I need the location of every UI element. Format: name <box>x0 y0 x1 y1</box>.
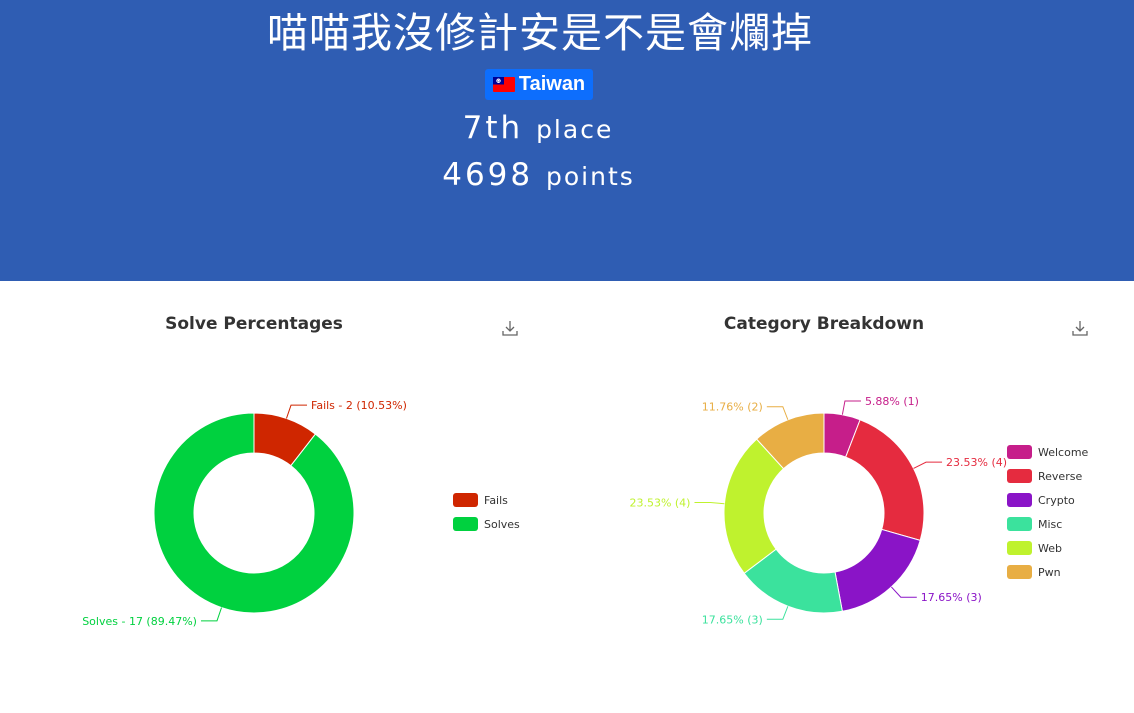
legend-label-solves[interactable]: Solves <box>484 518 520 531</box>
team-banner: 喵喵我沒修計安是不是會爛掉 Taiwan 7th place 4698 poin… <box>0 0 1134 281</box>
legend-swatch-solves[interactable] <box>453 517 478 531</box>
team-name: 喵喵我沒修計安是不是會爛掉 <box>267 9 813 57</box>
team-rank: 7th place <box>0 108 1076 150</box>
data-label-welcome: 5.88% (1) <box>865 395 919 408</box>
legend-swatch-reverse[interactable] <box>1007 469 1032 483</box>
label-leader-line <box>913 461 943 469</box>
data-label-reverse: 23.53% (4) <box>946 456 1007 469</box>
points-value: 4698 <box>442 157 534 193</box>
category-chart-title: Category Breakdown <box>723 314 925 334</box>
solve-chart-title: Solve Percentages <box>165 314 343 334</box>
legend-swatch-pwn[interactable] <box>1007 565 1032 579</box>
team-points: 4698 points <box>0 155 1077 197</box>
legend-label-web[interactable]: Web <box>1038 542 1062 555</box>
label-leader-line <box>285 404 308 419</box>
legend-swatch-misc[interactable] <box>1007 517 1032 531</box>
taiwan-flag-icon <box>492 77 515 92</box>
solve-percentages-chart: Fails - 2 (10.53%) Fails Solves - 17 (89.4… <box>82 399 520 628</box>
legend-swatch-fails[interactable] <box>453 493 478 507</box>
slice-crypto[interactable] <box>834 528 921 612</box>
download-icon[interactable] <box>1071 319 1089 337</box>
legend-label-crypto[interactable]: Crypto <box>1038 494 1075 507</box>
label-leader-line <box>766 406 789 420</box>
download-icon[interactable] <box>501 319 519 337</box>
legend-label-reverse[interactable]: Reverse <box>1038 470 1082 483</box>
legend-swatch-web[interactable] <box>1007 541 1032 555</box>
label-leader-line <box>200 607 223 622</box>
slice-pwn[interactable] <box>755 412 825 470</box>
place-suffix: place <box>536 115 614 144</box>
data-label-misc: 17.65% (3) <box>702 613 763 626</box>
data-label-fails: Fails - 2 (10.53%) <box>311 399 407 412</box>
data-label-solves: Solves - 17 (89.47%) <box>82 615 197 628</box>
legend-label-welcome[interactable]: Welcome <box>1038 446 1089 459</box>
data-label-web: 23.53% (4) <box>629 496 690 509</box>
category-breakdown-chart: 5.88% (1) Welcome 23.53% (4) Reverse 17.65% … <box>629 395 1089 626</box>
label-leader-line <box>766 606 789 620</box>
country-badge[interactable]: Taiwan <box>485 69 593 100</box>
legend-label-fails[interactable]: Fails <box>484 494 508 507</box>
legend-label-pwn[interactable]: Pwn <box>1038 566 1061 579</box>
legend-swatch-crypto[interactable] <box>1007 493 1032 507</box>
label-leader-line <box>841 400 861 415</box>
label-leader-line <box>891 586 917 598</box>
slice-solves[interactable] <box>153 412 355 614</box>
legend-swatch-welcome[interactable] <box>1007 445 1032 459</box>
data-label-crypto: 17.65% (3) <box>921 591 982 604</box>
place-value: 7th <box>462 110 524 146</box>
points-suffix: points <box>545 162 635 191</box>
data-label-pwn: 11.76% (2) <box>702 401 763 414</box>
slice-reverse[interactable] <box>845 419 925 541</box>
label-leader-line <box>694 501 725 505</box>
country-label: Taiwan <box>518 73 586 95</box>
legend-label-misc[interactable]: Misc <box>1038 518 1062 531</box>
